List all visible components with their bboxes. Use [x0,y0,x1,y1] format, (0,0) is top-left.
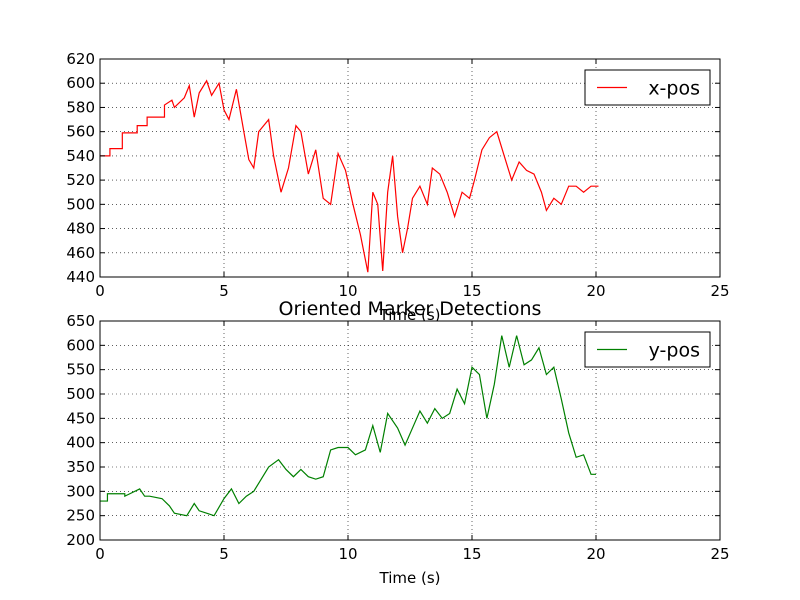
figure-title: Oriented Marker Detections [279,298,542,320]
x-pos-x-tick-label: 15 [462,282,481,300]
x-pos-y-tick-label: 480 [66,220,95,238]
y-pos-y-tick-label: 400 [66,434,95,452]
y-pos-y-tick-label: 450 [66,409,95,427]
x-pos-y-tick-label: 520 [66,171,95,189]
y-pos-y-tick-label: 500 [66,385,95,403]
x-pos-x-tick-label: 0 [95,282,105,300]
y-pos-x-tick-label: 5 [219,545,229,563]
y-pos-x-axis-label: Time (s) [379,569,441,587]
x-pos-x-tick-label: 25 [710,282,729,300]
x-pos-axes-frame [99,58,721,278]
x-pos-x-tick-label: 10 [338,282,357,300]
y-pos-subplot: 0 5 10 15 20 25 200 250 300 350 400 450 500 550 600 650… [66,312,729,587]
x-pos-y-tick-label: 620 [66,50,95,68]
x-pos-x-axis-label: Time (s) [379,306,441,324]
y-pos-y-tick-label: 550 [66,361,95,379]
x-pos-x-tick-label: 5 [219,282,229,300]
x-pos-y-tick-label: 580 [66,98,95,116]
y-pos-axes-frame [99,320,721,541]
y-pos-x-tick-label: 20 [586,545,605,563]
y-pos-legend-label: y-pos [649,340,700,362]
y-pos-y-tick-label: 600 [66,336,95,354]
y-pos-y-tick-label: 350 [66,458,95,476]
x-pos-subplot: 0 5 10 15 20 25 440 460 480 500 520 540 560 580 600 620… [66,50,729,324]
x-pos-y-tick-label: 460 [66,244,95,262]
x-pos-x-tick-label: 20 [586,282,605,300]
x-pos-y-tick-label: 440 [66,268,95,286]
y-pos-y-tick-label: 200 [66,531,95,549]
x-pos-series-line [100,79,599,273]
y-pos-y-tick-label: 650 [66,312,95,330]
x-pos-y-tick-label: 540 [66,147,95,165]
x-pos-y-tick-label: 500 [66,195,95,213]
y-pos-y-tick-label: 250 [66,507,95,525]
x-pos-legend-label: x-pos [648,78,700,100]
y-pos-y-tick-label: 300 [66,482,95,500]
x-pos-y-tick-label: 600 [66,74,95,92]
y-pos-x-tick-label: 25 [710,545,729,563]
y-pos-x-tick-label: 0 [95,545,105,563]
y-pos-x-tick-label: 15 [462,545,481,563]
y-pos-series-line [100,335,596,517]
y-pos-x-tick-label: 10 [338,545,357,563]
x-pos-y-tick-label: 560 [66,123,95,141]
